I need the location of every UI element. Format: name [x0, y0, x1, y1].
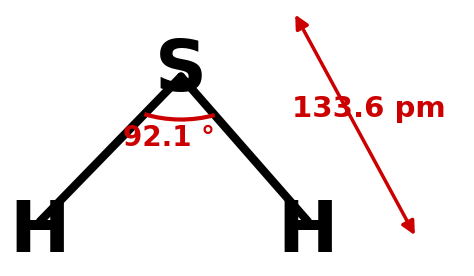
Text: 92.1 °: 92.1 °	[123, 124, 215, 152]
Text: 133.6 pm: 133.6 pm	[292, 95, 446, 123]
Text: S: S	[155, 37, 207, 106]
Text: H: H	[278, 198, 338, 267]
Text: H: H	[9, 198, 70, 267]
